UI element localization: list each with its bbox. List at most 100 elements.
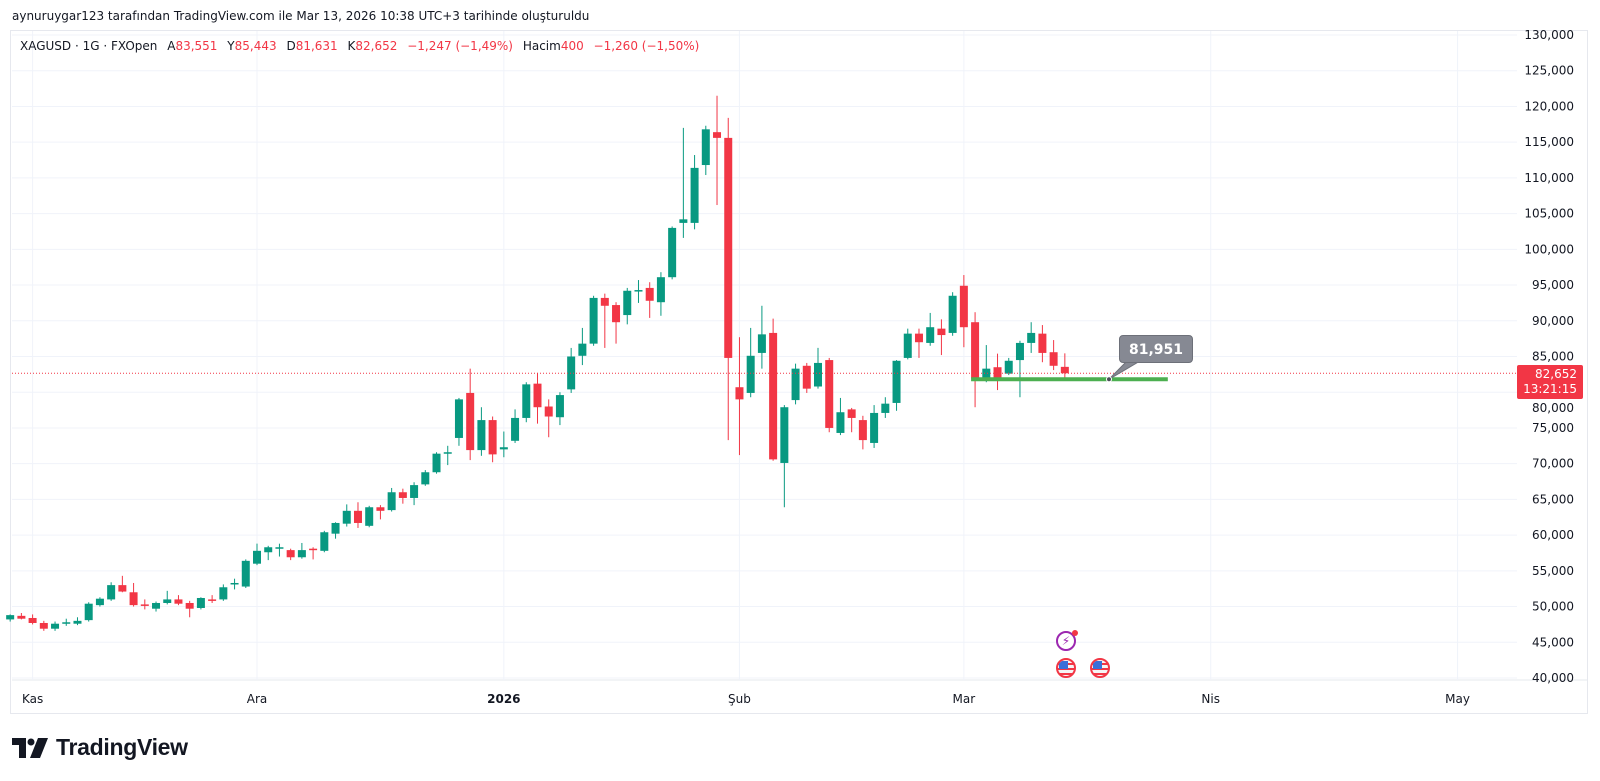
price-tick-label: 45,000 [1532,635,1574,649]
candle-down [825,357,834,433]
candle-body [95,598,104,606]
candle-down [645,282,654,318]
candle-down [713,95,722,206]
candle-up [791,363,800,405]
candle-up [163,590,172,605]
candle-body [645,287,654,301]
candle-up [421,470,430,486]
candle-up [892,360,901,411]
candle-body [679,219,688,223]
grid-lines [12,31,1588,681]
candle-body [51,623,60,629]
candle-up [1015,340,1024,398]
time-tick-label: Kas [22,692,43,706]
candle-down [544,399,553,438]
price-tick-label: 100,000 [1524,242,1574,256]
candle-down [17,612,26,620]
candle-body [1038,333,1047,353]
candle-up [511,409,520,443]
candle-down [937,319,946,356]
candle-body [331,522,340,534]
candle-up [275,543,284,557]
lightning-icon[interactable]: ⚡ [1056,630,1078,651]
legend-low-label: D [286,39,296,53]
symbol-legend[interactable]: XAGUSD · 1G · FXOpen A83,551 Y85,443 D81… [20,39,699,53]
candle-body [387,492,396,511]
price-tick-label: 70,000 [1532,457,1574,471]
candle-body [780,407,789,463]
candle-up [701,125,710,176]
candle-body [791,368,800,401]
candle-up [443,445,452,466]
candle-body [499,447,508,450]
candle-body [971,322,980,379]
candle-body [701,129,710,166]
candle-up [903,328,912,360]
legend-high: 85,443 [234,39,277,53]
candle-up [230,578,239,590]
candle-up [432,452,441,474]
price-tick-label: 125,000 [1524,64,1574,78]
candle-body [320,532,329,551]
chart-frame [10,30,1588,714]
candle-body [522,384,531,418]
candle-up [6,614,15,622]
anchor-point [1106,376,1112,383]
candle-body [107,585,116,600]
candle-body [533,383,542,408]
candle-down [488,416,497,463]
candle-down [309,547,318,560]
legend-title[interactable]: XAGUSD · 1G · FXOpen [20,39,158,53]
price-tick-label: 120,000 [1524,99,1574,113]
time-tick-label: Ara [247,692,268,706]
time-tick-label: Mar [953,692,976,706]
candle-up [555,392,564,426]
us-flag-icon[interactable] [1090,658,1110,678]
price-tick-label: 75,000 [1532,421,1574,435]
candle-body [84,603,93,621]
candle-up [567,347,576,393]
candle-body [948,295,957,333]
candle-body [600,297,609,306]
candle-body [1049,352,1058,366]
tradingview-logo[interactable]: TradingView [12,734,188,761]
us-flag-icon[interactable] [1056,658,1076,678]
candle-up [365,505,374,528]
candle-body [656,277,665,303]
candle-body [746,355,755,393]
candle-down [376,505,385,520]
candle-down [769,318,778,461]
candle-body [511,417,520,441]
price-tick-label: 90,000 [1532,314,1574,328]
candle-body [286,550,295,558]
price-axis: 40,000 45,000 50,000 55,000 60,000 65,000 70,0… [1524,28,1574,685]
candle-up [679,127,688,238]
price-callout[interactable]: 81,951 [1119,335,1193,363]
candle-body [769,332,778,460]
candle-up [297,542,306,559]
candle-body [881,403,890,413]
candle-body [454,399,463,438]
candle-body [129,592,138,606]
candle-down [185,600,194,618]
candle-body [297,550,306,558]
candle-body [993,367,1002,378]
candle-body [488,420,497,455]
price-tick-label: 50,000 [1532,600,1574,614]
candle-body [275,547,284,549]
candle-down [398,488,407,504]
candle-up [836,397,845,436]
candle-down [1049,340,1058,371]
candle-up [814,347,822,389]
candle-down [959,275,968,348]
candle-body [398,492,407,498]
candle-body [544,406,553,417]
candle-body [634,290,643,292]
candle-up [634,280,643,303]
candle-up [253,543,261,566]
candle-body [1015,342,1024,361]
candle-up [107,582,116,601]
candle-body [196,597,205,608]
candle-body [309,548,318,551]
